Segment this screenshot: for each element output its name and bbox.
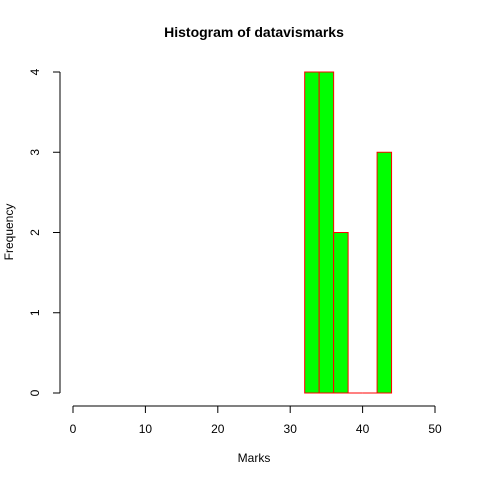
x-tick-label-5: 50 (428, 422, 442, 436)
y-tick-label-4: 4 (28, 68, 42, 75)
y-tick-label-2: 2 (28, 229, 42, 236)
x-tick-label-2: 20 (211, 422, 225, 436)
x-tick-label-3: 30 (284, 422, 298, 436)
x-axis-ticks: 0 10 20 30 40 50 (70, 406, 442, 436)
x-tick-label-1: 10 (139, 422, 153, 436)
histogram-bar-1 (318, 71, 335, 394)
y-tick-label-1: 1 (28, 309, 42, 316)
y-tick-label-3: 3 (28, 149, 42, 156)
histogram-bar-5 (376, 151, 393, 394)
y-axis-label: Frequency (2, 204, 16, 261)
histogram-bar-0 (304, 71, 320, 394)
y-tick-label-0: 0 (28, 389, 42, 396)
x-tick-label-4: 40 (356, 422, 370, 436)
x-tick-label-0: 0 (70, 422, 77, 436)
y-axis-ticks: 0 1 2 3 4 (28, 68, 60, 396)
x-axis-label: Marks (238, 451, 271, 465)
chart-title: Histogram of datavismarks (164, 24, 344, 40)
histogram-bars (304, 71, 393, 394)
histogram-bar-2 (333, 232, 349, 394)
